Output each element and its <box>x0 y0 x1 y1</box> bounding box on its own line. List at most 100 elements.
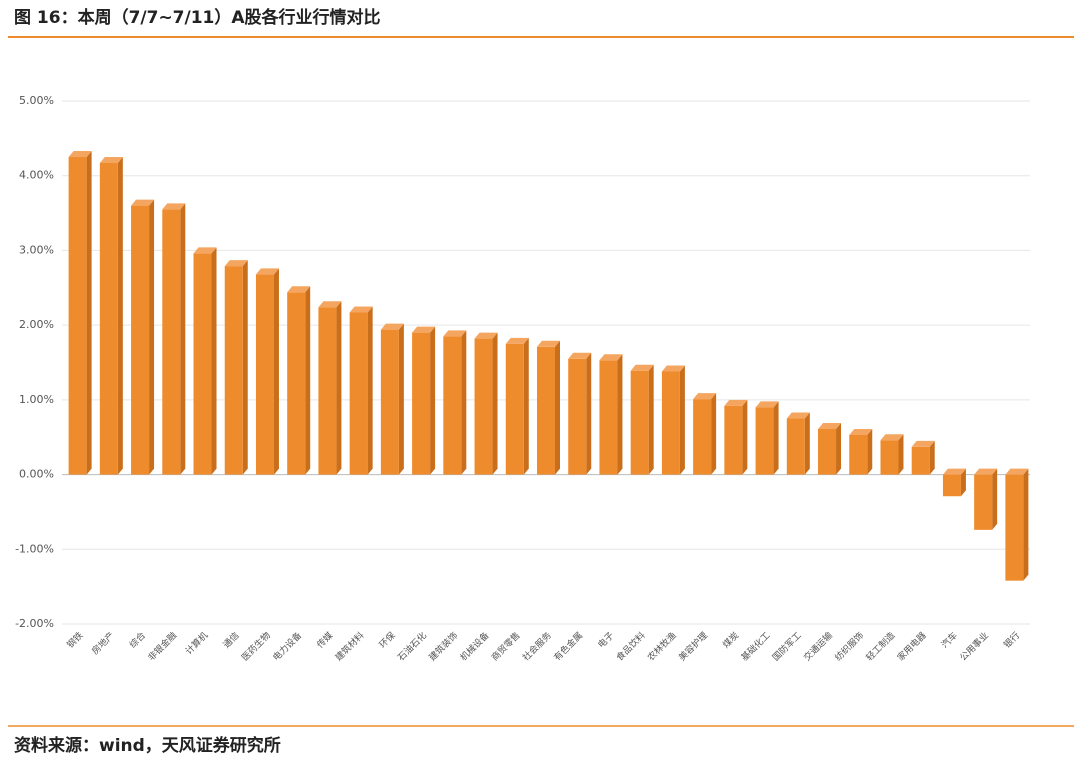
bar-top <box>974 468 998 475</box>
bar-top <box>474 332 498 339</box>
bar-top <box>99 157 123 164</box>
bar <box>412 332 431 475</box>
bar-side <box>180 203 186 475</box>
bar-top <box>193 247 217 254</box>
bar <box>162 209 181 475</box>
bar <box>786 418 805 475</box>
bar-side <box>960 468 966 497</box>
bar-side <box>804 412 810 475</box>
bar <box>537 346 555 475</box>
bar-side <box>305 286 311 475</box>
bar <box>880 440 899 475</box>
y-tick-label: 5.00% <box>19 94 54 107</box>
y-tick-label: 0.00% <box>19 468 54 481</box>
bar <box>131 205 150 475</box>
x-tick-label: 房地产 <box>89 629 117 657</box>
x-tick-label: 有色金属 <box>551 629 585 663</box>
y-tick-label: 4.00% <box>19 169 54 182</box>
bar-top <box>942 468 966 475</box>
bar <box>349 312 368 475</box>
bar-top <box>599 354 623 361</box>
bar <box>68 157 87 475</box>
bar <box>693 399 712 475</box>
bar-side <box>898 434 904 475</box>
y-tick-label: 3.00% <box>19 243 54 256</box>
bar-side <box>273 268 279 475</box>
chart-title: 图 16：本周（7/7~7/11）A股各行业行情对比 <box>14 7 381 28</box>
bar-side <box>398 323 404 475</box>
bar <box>974 474 993 530</box>
bar-side <box>929 440 935 475</box>
x-tick-label: 商贸零售 <box>489 629 523 663</box>
y-tick-label: -1.00% <box>15 542 54 555</box>
bar-side <box>992 468 998 530</box>
bar <box>287 292 306 475</box>
bar-top <box>287 286 311 293</box>
x-tick-label: 机械设备 <box>457 629 491 663</box>
x-tick-label: 通信 <box>220 629 241 650</box>
x-tick-label: 美容护理 <box>676 629 710 663</box>
x-tick-label: 传媒 <box>314 629 335 650</box>
x-tick-label: 基础化工 <box>739 629 773 663</box>
x-tick-label: 轻工制造 <box>863 629 897 663</box>
bar-top <box>349 306 373 313</box>
bar-top <box>318 301 342 308</box>
bar <box>99 163 118 475</box>
bar-top <box>568 352 592 359</box>
bar <box>1005 474 1024 581</box>
x-tick-label: 国防军工 <box>770 629 804 663</box>
bar-top <box>131 199 155 206</box>
bar <box>818 428 837 475</box>
y-tick-label: 1.00% <box>19 393 54 406</box>
x-tick-label: 综合 <box>127 629 148 650</box>
x-tick-label: 食品饮料 <box>614 629 648 663</box>
bar-top <box>412 326 436 333</box>
x-tick-label: 建筑材料 <box>333 629 367 663</box>
bar-side <box>586 352 592 475</box>
bar <box>630 370 649 475</box>
bar-side <box>242 260 248 475</box>
bar-top <box>818 422 842 429</box>
bar-side <box>836 422 842 475</box>
bar-side <box>336 301 342 475</box>
x-tick-label: 农林牧渔 <box>645 629 679 663</box>
bar <box>568 358 587 475</box>
x-tick-label: 钢铁 <box>64 629 85 650</box>
bar-top <box>849 428 873 435</box>
x-tick-label: 交通运输 <box>801 629 835 663</box>
bar-side <box>742 399 748 475</box>
bar-top <box>380 323 404 330</box>
bar-top <box>786 412 810 419</box>
bar-side <box>711 393 717 475</box>
x-tick-label: 社会服务 <box>520 629 554 663</box>
bar <box>443 336 462 475</box>
bar-side <box>867 428 873 475</box>
bar-top <box>724 399 748 406</box>
bar-top <box>224 260 248 267</box>
bar-side <box>149 199 155 475</box>
y-tick-label: 2.00% <box>19 318 54 331</box>
bar <box>849 434 868 475</box>
bar-side <box>679 365 685 475</box>
x-tick-label: 建筑装饰 <box>426 629 460 663</box>
bar <box>599 360 618 475</box>
bar-side <box>648 364 654 475</box>
x-tick-label: 医药生物 <box>239 629 273 663</box>
bar-side <box>773 401 779 475</box>
x-tick-label: 纺织服饰 <box>832 629 866 663</box>
bar-top <box>443 330 467 337</box>
bar-side <box>117 157 123 475</box>
x-tick-label: 计算机 <box>183 629 211 657</box>
x-tick-label: 电子 <box>595 629 616 650</box>
bar <box>911 446 930 475</box>
bar-top <box>1005 468 1029 475</box>
bar <box>380 329 399 475</box>
bar-top <box>911 440 935 447</box>
bar-side <box>211 247 217 475</box>
bar-top <box>661 365 685 372</box>
bar <box>661 371 680 475</box>
x-tick-label: 电力设备 <box>270 629 304 663</box>
bar-side <box>555 340 560 475</box>
x-tick-label: 汽车 <box>939 629 960 650</box>
x-tick-label: 环保 <box>377 629 398 650</box>
